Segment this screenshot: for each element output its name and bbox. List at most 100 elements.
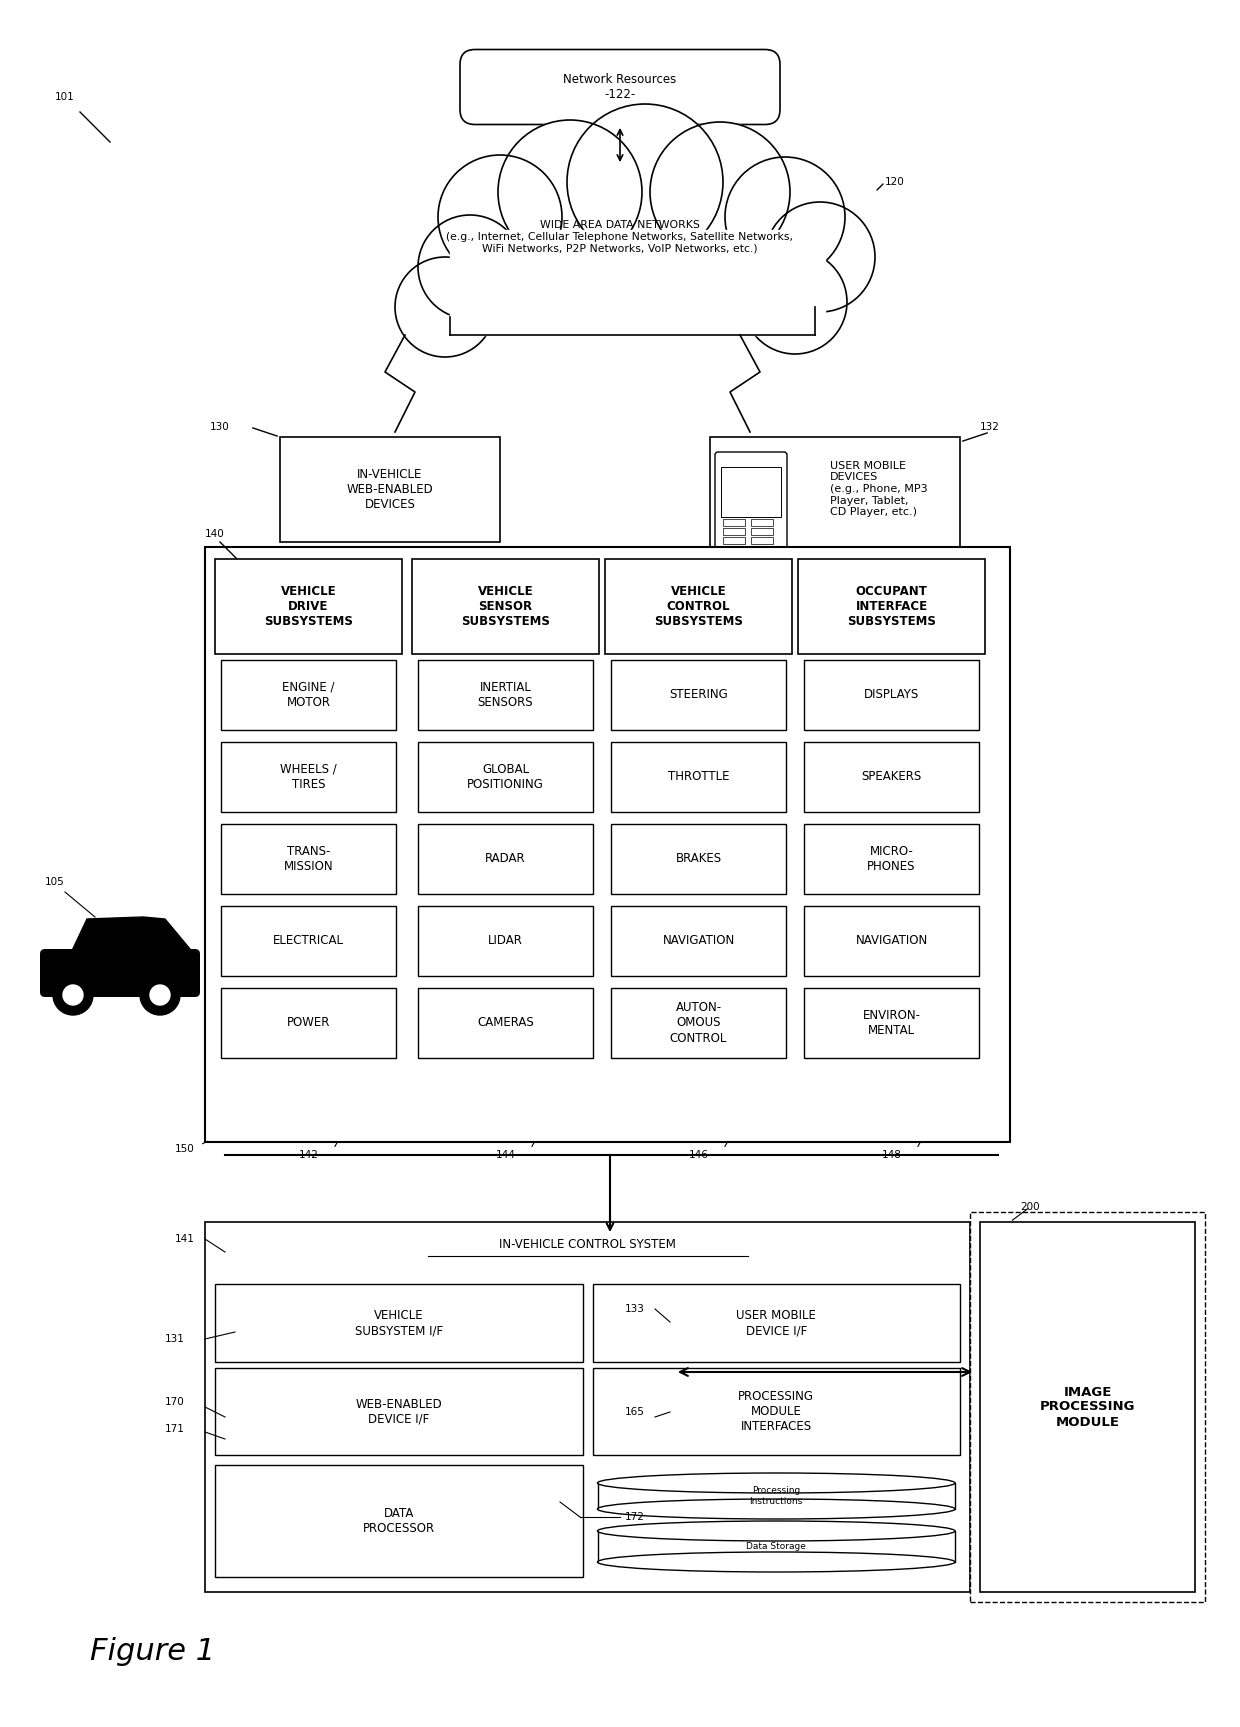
Text: 150: 150	[175, 1143, 195, 1154]
Bar	[723, 520, 745, 527]
Text: ENVIRON-
MENTAL: ENVIRON- MENTAL	[863, 1009, 920, 1036]
Ellipse shape	[598, 1521, 955, 1540]
Text: NAVIGATION: NAVIGATION	[856, 934, 928, 948]
Polygon shape	[45, 917, 195, 955]
Text: GLOBAL
POSITIONING: GLOBAL POSITIONING	[467, 763, 544, 791]
Bar	[611, 988, 786, 1059]
Text: Data Storage: Data Storage	[746, 1542, 806, 1551]
Text: Processing
Instructions: Processing Instructions	[750, 1487, 802, 1506]
Text: VEHICLE
CONTROL
SUBSYSTEMS: VEHICLE CONTROL SUBSYSTEMS	[653, 585, 743, 629]
Text: DATA
PROCESSOR: DATA PROCESSOR	[362, 1508, 435, 1535]
Text: INERTIAL
SENSORS: INERTIAL SENSORS	[477, 680, 533, 710]
Text: Network Resources
-122-: Network Resources -122-	[563, 73, 677, 100]
Text: 142: 142	[299, 1150, 319, 1161]
Text: STEERING: STEERING	[670, 689, 728, 701]
Circle shape	[743, 250, 847, 354]
Bar	[611, 660, 786, 731]
Bar	[205, 547, 1011, 1142]
Bar	[215, 1464, 583, 1577]
Text: 172: 172	[625, 1513, 645, 1521]
Text: VEHICLE
SUBSYSTEM I/F: VEHICLE SUBSYSTEM I/F	[355, 1309, 443, 1337]
Ellipse shape	[598, 1473, 955, 1494]
Bar	[804, 660, 980, 731]
Bar	[804, 743, 980, 812]
Circle shape	[418, 214, 522, 319]
Text: 171: 171	[165, 1425, 185, 1433]
Circle shape	[498, 119, 642, 264]
Text: IN-VEHICLE
WEB-ENABLED
DEVICES: IN-VEHICLE WEB-ENABLED DEVICES	[347, 468, 433, 511]
Circle shape	[150, 984, 170, 1005]
Bar	[215, 1368, 583, 1456]
Text: IMAGE
PROCESSING
MODULE: IMAGE PROCESSING MODULE	[1040, 1385, 1136, 1428]
Bar	[445, 252, 830, 337]
Text: 148: 148	[882, 1150, 901, 1161]
Bar	[711, 437, 960, 566]
Text: 133: 133	[625, 1304, 645, 1314]
Text: 170: 170	[165, 1397, 185, 1408]
Circle shape	[725, 157, 844, 276]
Circle shape	[650, 123, 790, 263]
Bar	[593, 1368, 960, 1456]
Text: CAMERAS: CAMERAS	[477, 1017, 534, 1029]
Bar	[720, 466, 781, 516]
Bar	[799, 560, 985, 655]
Bar	[804, 988, 980, 1059]
Circle shape	[53, 976, 93, 1015]
Text: TRANS-
MISSION: TRANS- MISSION	[284, 845, 334, 874]
FancyBboxPatch shape	[460, 50, 780, 124]
Text: 130: 130	[210, 421, 229, 432]
Bar	[221, 824, 396, 895]
Text: USER MOBILE
DEVICE I/F: USER MOBILE DEVICE I/F	[737, 1309, 816, 1337]
Bar	[970, 1212, 1205, 1603]
Bar	[418, 743, 593, 812]
Text: 200: 200	[1021, 1202, 1039, 1212]
Text: WEB-ENABLED
DEVICE I/F: WEB-ENABLED DEVICE I/F	[356, 1397, 443, 1425]
Bar	[221, 660, 396, 731]
Bar	[804, 824, 980, 895]
Text: 141: 141	[175, 1235, 195, 1243]
Text: RADAR: RADAR	[485, 853, 526, 865]
Text: POWER: POWER	[286, 1017, 330, 1029]
Bar	[611, 907, 786, 976]
Text: LIDAR: LIDAR	[489, 934, 523, 948]
Ellipse shape	[598, 1499, 955, 1520]
Text: 101: 101	[55, 92, 74, 102]
Circle shape	[765, 202, 875, 313]
Text: Figure 1: Figure 1	[91, 1637, 215, 1667]
Text: MICRO-
PHONES: MICRO- PHONES	[867, 845, 916, 874]
Text: USER MOBILE
DEVICES
(e.g., Phone, MP3
Player, Tablet,
CD Player, etc.): USER MOBILE DEVICES (e.g., Phone, MP3 Pl…	[830, 461, 928, 516]
Bar	[418, 988, 593, 1059]
Text: OCCUPANT
INTERFACE
SUBSYSTEMS: OCCUPANT INTERFACE SUBSYSTEMS	[847, 585, 936, 629]
Circle shape	[396, 257, 495, 357]
Bar	[418, 824, 593, 895]
Text: WHEELS /
TIRES: WHEELS / TIRES	[280, 763, 337, 791]
Circle shape	[63, 984, 83, 1005]
FancyBboxPatch shape	[715, 452, 787, 553]
Bar	[450, 230, 825, 335]
Text: NAVIGATION: NAVIGATION	[662, 934, 734, 948]
Bar	[221, 907, 396, 976]
Text: THROTTLE: THROTTLE	[668, 770, 729, 784]
Circle shape	[438, 155, 562, 280]
Bar	[205, 1223, 970, 1592]
Bar	[418, 907, 593, 976]
Bar	[215, 1283, 583, 1363]
Text: 146: 146	[688, 1150, 708, 1161]
Text: 120: 120	[885, 176, 905, 187]
Bar	[418, 660, 593, 731]
Text: SPEAKERS: SPEAKERS	[862, 770, 921, 784]
Text: VEHICLE
DRIVE
SUBSYSTEMS: VEHICLE DRIVE SUBSYSTEMS	[264, 585, 353, 629]
Bar	[723, 537, 745, 544]
Bar	[221, 988, 396, 1059]
Text: 131: 131	[165, 1333, 185, 1344]
Bar	[412, 560, 599, 655]
Bar	[280, 437, 500, 542]
Text: 140: 140	[205, 528, 224, 539]
Text: ELECTRICAL: ELECTRICAL	[273, 934, 343, 948]
Text: AUTON-
OMOUS
CONTROL: AUTON- OMOUS CONTROL	[670, 1002, 727, 1045]
Ellipse shape	[598, 1553, 955, 1572]
Bar	[215, 560, 402, 655]
Bar	[723, 528, 745, 535]
Text: 105: 105	[45, 877, 64, 888]
Circle shape	[140, 976, 180, 1015]
